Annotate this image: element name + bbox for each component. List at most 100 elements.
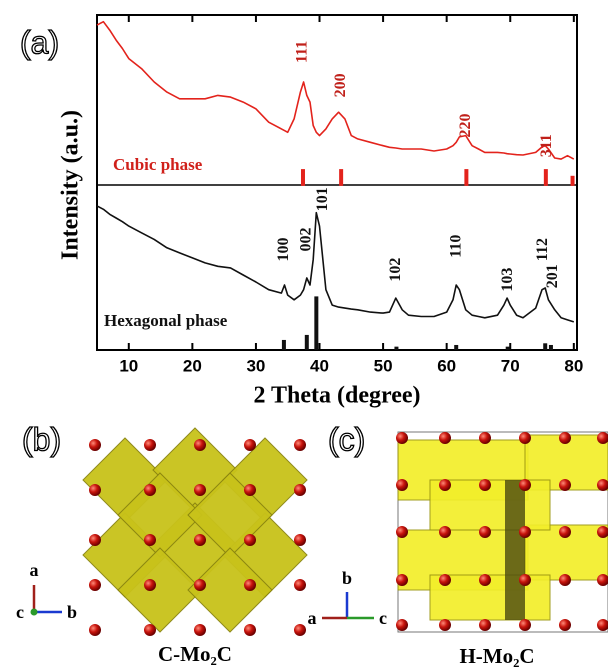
- x-axis-label: 2 Theta (degree): [253, 383, 420, 409]
- atom: [597, 619, 608, 631]
- atom: [244, 534, 256, 546]
- panel-label: (a): [20, 24, 59, 60]
- reference-peak: [305, 335, 309, 350]
- reference-peak: [301, 169, 305, 186]
- peak-label: 220: [457, 114, 474, 138]
- x-tick-label: 70: [501, 356, 520, 375]
- atom: [439, 432, 451, 444]
- reference-peak: [549, 345, 553, 350]
- x-tick-label: 60: [437, 356, 456, 375]
- reference-peak: [314, 296, 318, 350]
- data-line: [97, 206, 574, 322]
- reference-peak: [464, 169, 468, 186]
- legend-label: Cubic phase: [113, 155, 203, 174]
- atom: [194, 579, 206, 591]
- peak-label: 101: [314, 187, 331, 211]
- atom: [89, 439, 101, 451]
- reference-peak: [506, 347, 510, 350]
- atom: [244, 579, 256, 591]
- reference-peak: [282, 340, 286, 350]
- atom: [244, 624, 256, 636]
- x-tick-label: 30: [246, 356, 265, 375]
- peak-label: 111: [294, 41, 311, 63]
- structure-caption: C-Mo₂C: [158, 642, 232, 666]
- atom: [439, 479, 451, 491]
- reference-peak: [571, 176, 575, 186]
- axis-letter: c: [16, 602, 24, 622]
- atom: [244, 484, 256, 496]
- x-tick-label: 10: [119, 356, 138, 375]
- atom: [144, 579, 156, 591]
- atom: [194, 439, 206, 451]
- peak-label: 112: [534, 238, 551, 261]
- panel-label: (c): [328, 421, 365, 457]
- atom: [294, 624, 306, 636]
- peak-label: 110: [448, 235, 465, 258]
- y-axis-label: Intensity (a.u.): [58, 110, 84, 260]
- atom: [519, 479, 531, 491]
- atom: [479, 619, 491, 631]
- reference-peak: [454, 345, 458, 350]
- atom: [559, 574, 571, 586]
- x-tick-label: 20: [183, 356, 202, 375]
- axis-letter: a: [308, 608, 317, 628]
- atom: [519, 432, 531, 444]
- x-tick-label: 50: [374, 356, 393, 375]
- atom: [144, 534, 156, 546]
- plot-frame: [97, 15, 577, 350]
- atom: [479, 574, 491, 586]
- atom: [559, 479, 571, 491]
- atom: [519, 526, 531, 538]
- atom: [294, 439, 306, 451]
- atom: [144, 484, 156, 496]
- atom: [89, 534, 101, 546]
- x-tick-label: 40: [310, 356, 329, 375]
- atom: [194, 484, 206, 496]
- panel-label: (b): [22, 421, 61, 457]
- atom: [144, 439, 156, 451]
- reference-peak: [543, 343, 547, 350]
- atom: [89, 484, 101, 496]
- peak-label: 201: [544, 264, 561, 288]
- structure-caption: H-Mo₂C: [459, 644, 534, 668]
- atom: [294, 484, 306, 496]
- peak-label: 102: [387, 258, 404, 282]
- atom: [439, 619, 451, 631]
- axis-letter: b: [67, 602, 77, 622]
- atom: [396, 479, 408, 491]
- atom: [559, 526, 571, 538]
- atom: [244, 439, 256, 451]
- atom: [194, 624, 206, 636]
- axis-letter: a: [30, 560, 39, 580]
- peak-label: 002: [297, 227, 314, 251]
- atom: [519, 574, 531, 586]
- atom: [559, 432, 571, 444]
- axis-origin: [31, 609, 38, 616]
- x-tick-label: 80: [564, 356, 583, 375]
- atom: [396, 526, 408, 538]
- axis-letter: c: [379, 608, 387, 628]
- atom: [479, 526, 491, 538]
- atom: [396, 432, 408, 444]
- atom: [294, 579, 306, 591]
- atom: [439, 526, 451, 538]
- reference-peak: [544, 169, 548, 186]
- figure: (a) 2 Theta (degree) Intensity (a.u.) Cu…: [0, 0, 608, 670]
- atom: [479, 479, 491, 491]
- legend-label: Hexagonal phase: [104, 311, 228, 330]
- atom: [439, 574, 451, 586]
- peak-label: 100: [275, 238, 292, 262]
- atom: [519, 619, 531, 631]
- atom: [559, 619, 571, 631]
- peak-label: 103: [499, 268, 516, 292]
- peak-label: 200: [332, 73, 349, 97]
- atom: [194, 534, 206, 546]
- atom: [396, 574, 408, 586]
- atom: [144, 624, 156, 636]
- axis-letter: b: [342, 568, 352, 588]
- atom: [479, 432, 491, 444]
- reference-peak: [339, 169, 343, 186]
- peak-label: 311: [538, 134, 555, 157]
- atom: [396, 619, 408, 631]
- prism-shadow: [505, 480, 525, 620]
